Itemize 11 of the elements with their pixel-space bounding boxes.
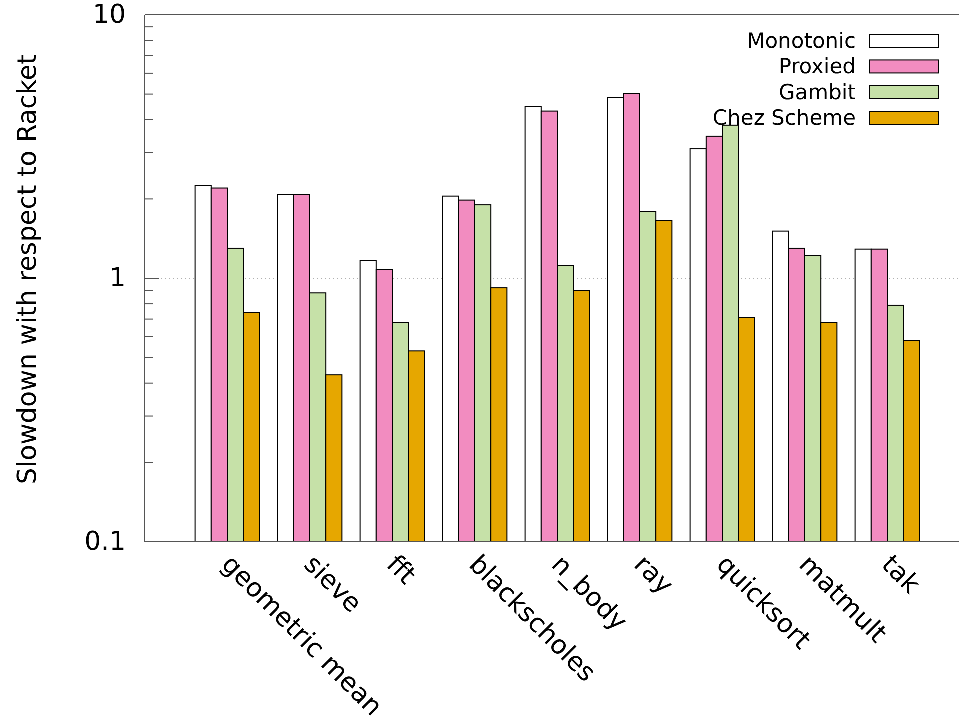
x-tick-label: tak [876, 550, 926, 600]
y-tick-label: 10 [92, 0, 126, 30]
legend-label: Chez Scheme [712, 106, 856, 130]
x-tick-label: fft [380, 550, 422, 591]
legend-label: Gambit [779, 80, 856, 104]
y-tick-label: 0.1 [84, 527, 126, 557]
y-axis-title: Slowdown with respect to Racket [13, 54, 43, 485]
y-tick-label: 1 [109, 264, 126, 294]
legend-label: Monotonic [747, 29, 856, 53]
legend-label: Proxied [778, 54, 856, 79]
x-tick-label: ray [628, 550, 679, 601]
